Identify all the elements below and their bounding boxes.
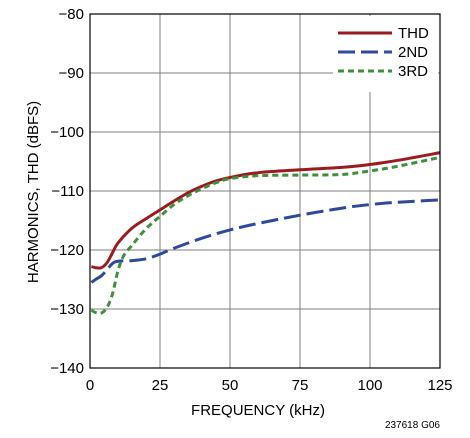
figure-id: 237618 G06 bbox=[385, 420, 440, 431]
series-layer bbox=[90, 151, 441, 315]
legend-background bbox=[333, 16, 438, 92]
series-line-thd bbox=[90, 151, 441, 270]
x-tick-label: 50 bbox=[222, 377, 239, 394]
x-tick-label: 100 bbox=[357, 377, 382, 394]
legend-label-thd: THD bbox=[398, 25, 429, 42]
y-tick-label: −100 bbox=[50, 124, 84, 141]
y-axis-label: HARMONICS, THD (dBFS) bbox=[25, 101, 42, 283]
y-tick-label: −80 bbox=[59, 6, 84, 23]
legend-label-3rd: 3RD bbox=[398, 63, 428, 80]
y-tick-label: −110 bbox=[51, 183, 84, 200]
x-tick-label: 75 bbox=[292, 377, 309, 394]
x-tick-label: 125 bbox=[427, 377, 452, 394]
x-tick-label: 25 bbox=[152, 377, 169, 394]
y-tick-label: −130 bbox=[50, 301, 84, 318]
legend: THD 2ND 3RD bbox=[333, 16, 438, 92]
legend-label-2nd: 2ND bbox=[398, 44, 428, 61]
y-tick-label: −120 bbox=[50, 242, 84, 259]
y-tick-label: −140 bbox=[50, 360, 84, 377]
y-tick-label: −90 bbox=[59, 65, 84, 82]
x-tick-labels: 0 25 50 75 100 125 bbox=[86, 377, 453, 394]
series-line-2nd bbox=[90, 198, 441, 284]
y-tick-labels: −80 −90 −100 −110 −120 −130 −140 bbox=[50, 6, 84, 377]
plot-frame bbox=[89, 13, 441, 369]
series-line-3rd bbox=[90, 155, 441, 315]
x-axis-label: FREQUENCY (kHz) bbox=[191, 402, 325, 419]
x-tick-label: 0 bbox=[86, 377, 94, 394]
